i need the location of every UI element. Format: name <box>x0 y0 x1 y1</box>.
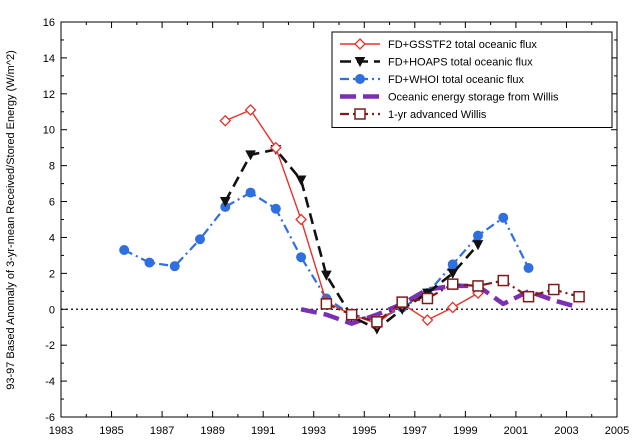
data-point <box>295 213 308 226</box>
x-tick-label: 1995 <box>352 425 376 437</box>
x-tick-label: 1983 <box>49 425 73 437</box>
data-point <box>548 283 560 296</box>
series-line <box>224 148 479 331</box>
y-tick-label: -4 <box>45 376 55 388</box>
data-point <box>219 197 231 208</box>
x-tick-label: 1999 <box>453 425 477 437</box>
legend-label: FD+HOAPS total oceanic flux <box>388 57 533 69</box>
y-tick-label: 0 <box>49 304 55 316</box>
series-4 <box>320 274 585 328</box>
y-tick-label: 16 <box>43 17 55 29</box>
series-line <box>224 109 479 325</box>
data-point <box>270 203 281 214</box>
axes-layer: 1983 1985 1987 1989 1991 1993 1995 1997 1999 2001… <box>43 17 629 437</box>
x-tick-label: 1991 <box>251 425 275 437</box>
data-point <box>371 316 383 328</box>
x-tick-label: 1989 <box>200 425 224 437</box>
legend-marker <box>354 57 366 68</box>
data-point <box>119 245 130 256</box>
y-tick-label: 10 <box>43 125 55 137</box>
data-point <box>321 270 332 281</box>
data-point <box>296 252 307 263</box>
legend-item: FD+GSSTF2 total oceanic flux <box>340 38 537 51</box>
y-tick-label: 8 <box>49 161 55 173</box>
x-tick-label: 1993 <box>301 425 325 437</box>
y-axis-title: 93-97 Based Anomaly of 3-yr-mean Receive… <box>5 50 17 390</box>
x-tick-label: 2005 <box>605 425 629 437</box>
legend-marker <box>354 38 366 50</box>
series-layer <box>119 104 585 335</box>
data-point <box>244 104 257 116</box>
x-tick-label: 1997 <box>403 425 427 437</box>
data-point <box>396 296 408 308</box>
data-point <box>446 301 459 314</box>
data-point <box>421 314 434 326</box>
y-tick-label: -6 <box>45 412 55 424</box>
data-point <box>345 308 358 321</box>
data-point <box>497 274 510 287</box>
data-point <box>195 234 205 245</box>
legend-label: FD+GSSTF2 total oceanic flux <box>388 39 537 51</box>
data-point <box>523 262 534 273</box>
data-point <box>522 290 535 303</box>
data-point <box>421 292 434 305</box>
data-point <box>269 141 282 154</box>
data-point <box>447 268 459 279</box>
data-point <box>573 290 585 303</box>
y-tick-label: 4 <box>49 232 55 244</box>
data-point <box>295 175 307 186</box>
data-point <box>144 257 155 268</box>
legend-label: Oceanic energy storage from Willis <box>388 92 559 104</box>
data-point <box>169 261 180 272</box>
legend-item: 1-yr advanced Willis <box>340 108 487 121</box>
y-tick-label: -2 <box>45 340 55 352</box>
data-point <box>472 280 484 292</box>
data-point <box>446 278 459 290</box>
legend-item: FD+WHOI total oceanic flux <box>340 74 525 86</box>
data-point <box>219 114 232 127</box>
y-tick-label: 2 <box>49 268 55 280</box>
data-point <box>245 150 256 161</box>
data-point <box>245 187 256 198</box>
data-point <box>473 230 483 241</box>
y-tick-label: 6 <box>49 197 55 209</box>
legend-label: FD+WHOI total oceanic flux <box>388 74 525 86</box>
legend-label: 1-yr advanced Willis <box>388 109 487 121</box>
data-point <box>447 259 458 270</box>
legend-item: FD+HOAPS total oceanic flux <box>340 57 533 69</box>
legend-item: Oceanic energy storage from Willis <box>340 92 559 104</box>
legend-marker <box>355 74 365 84</box>
x-tick-label: 1985 <box>99 425 123 437</box>
y-tick-label: 12 <box>43 89 55 101</box>
series-1 <box>219 144 484 335</box>
x-tick-label: 2001 <box>504 425 528 437</box>
legend: FD+GSSTF2 total oceanic flux FD+HOAPS tot… <box>331 31 613 128</box>
series-0 <box>219 104 484 330</box>
series-3 <box>300 283 580 326</box>
data-point <box>320 298 333 310</box>
legend-marker <box>354 108 366 120</box>
data-point <box>472 240 484 251</box>
data-point <box>498 212 509 223</box>
series-line <box>300 283 580 326</box>
y-tick-label: 14 <box>43 53 55 65</box>
x-tick-label: 1987 <box>150 425 174 437</box>
x-tick-label: 2003 <box>554 425 578 437</box>
